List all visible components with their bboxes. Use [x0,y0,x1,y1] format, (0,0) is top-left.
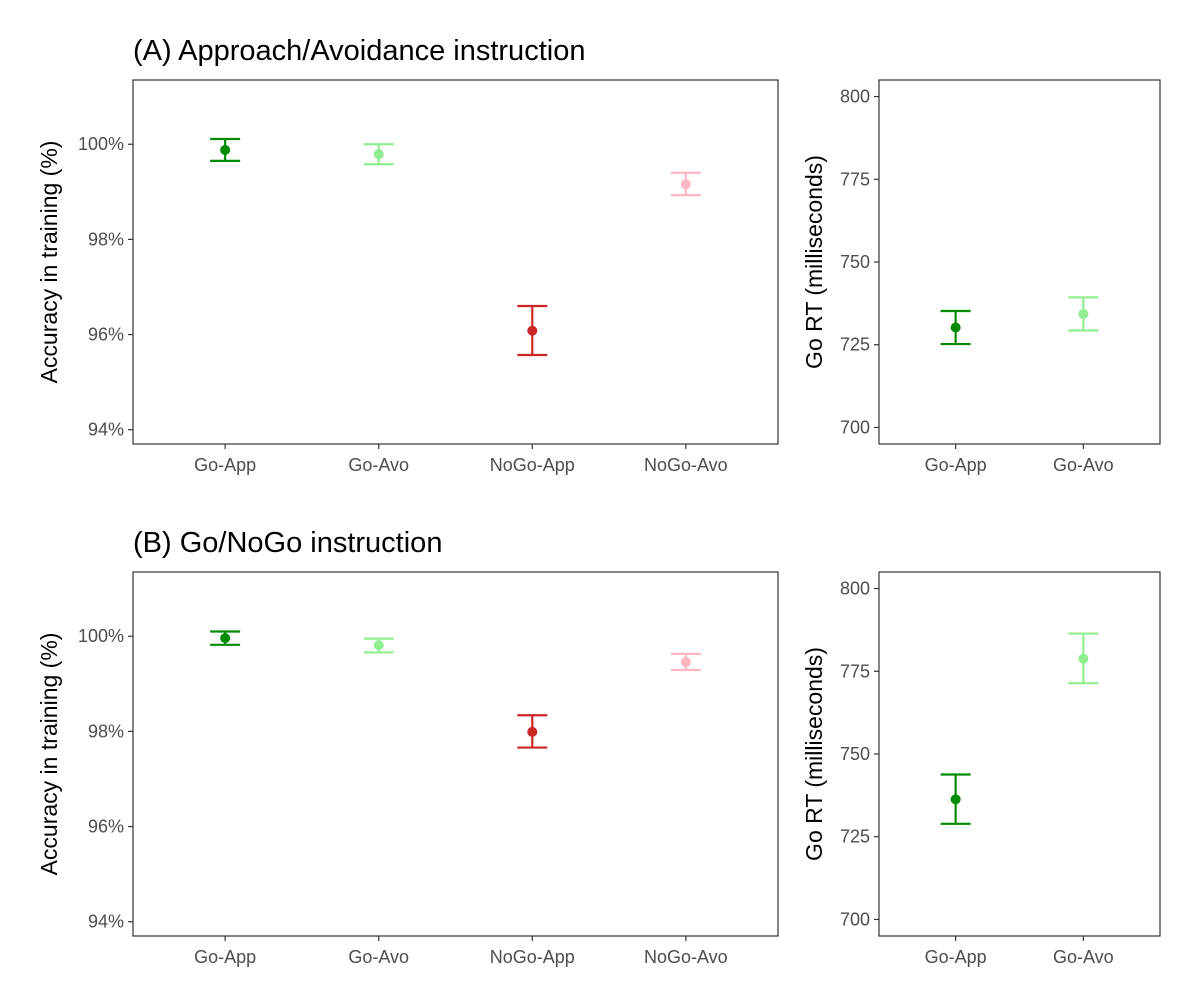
x-tick-label: NoGo-Avo [644,455,728,475]
point-go-avo [373,149,384,160]
y-tick-label: 775 [840,661,870,681]
x-tick-label: Go-App [925,947,987,967]
y-tick-label: 775 [840,169,870,189]
y-axis-title: Go RT (milliseconds) [801,647,827,861]
y-tick-label: 750 [840,744,870,764]
y-tick-label: 94% [88,912,124,932]
y-tick-label: 98% [88,229,124,249]
point-go-avo [373,640,384,651]
x-tick-label: Go-App [925,455,987,475]
panel-b-rt: 700 725 750 775 800 Go-App Go-Avo Go RT (millis… [801,571,1161,967]
y-tick-label: 96% [88,325,124,345]
row-b-title: (B) Go/NoGo instruction [133,527,442,559]
x-tick-label: Go-Avo [1053,947,1114,967]
point-go-avo [1078,653,1089,664]
panel-border [878,79,1161,445]
y-axis-title: Go RT (milliseconds) [801,155,827,369]
y-tick-label: 700 [840,909,870,929]
x-tick-label: Go-App [194,455,256,475]
panel-border [132,79,779,445]
x-tick-label: NoGo-Avo [644,947,728,967]
panel-a-rt: 700 725 750 775 800 Go-App Go-Avo Go RT (millis… [801,79,1161,475]
y-tick-label: 700 [840,417,870,437]
y-tick-label: 800 [840,87,870,107]
x-tick-label: NoGo-App [490,455,575,475]
point-go-app [220,144,231,155]
x-tick-label: NoGo-App [490,947,575,967]
x-tick-label: Go-App [194,947,256,967]
y-tick-label: 100% [78,134,124,154]
point-go-avo [1078,308,1089,319]
y-tick-label: 100% [78,626,124,646]
panel-b-accuracy: 94% 96% 98% 100% Go-App Go-Avo NoGo-App NoGo-Av… [36,571,779,967]
panel-a-accuracy: 94% 96% 98% 100% Go-App Go-Avo NoGo-App NoGo-Av… [36,79,779,475]
y-tick-label: 750 [840,252,870,272]
panel-border [878,571,1161,937]
point-nogo-app [527,325,538,336]
y-axis-title: Accuracy in training (%) [36,141,62,384]
y-tick-label: 725 [840,335,870,355]
point-nogo-app [527,726,538,737]
point-go-app [220,633,231,644]
y-tick-label: 96% [88,817,124,837]
x-tick-label: Go-Avo [348,947,409,967]
y-tick-label: 94% [88,420,124,440]
y-tick-label: 800 [840,579,870,599]
point-go-app [950,794,961,805]
y-tick-label: 98% [88,721,124,741]
point-nogo-avo [680,179,691,190]
row-a-title: (A) Approach/Avoidance instruction [133,35,585,67]
y-axis-title: Accuracy in training (%) [36,633,62,876]
x-tick-label: Go-Avo [348,455,409,475]
y-tick-label: 725 [840,827,870,847]
point-go-app [950,322,961,333]
x-tick-label: Go-Avo [1053,455,1114,475]
point-nogo-avo [680,656,691,667]
panel-border [132,571,779,937]
